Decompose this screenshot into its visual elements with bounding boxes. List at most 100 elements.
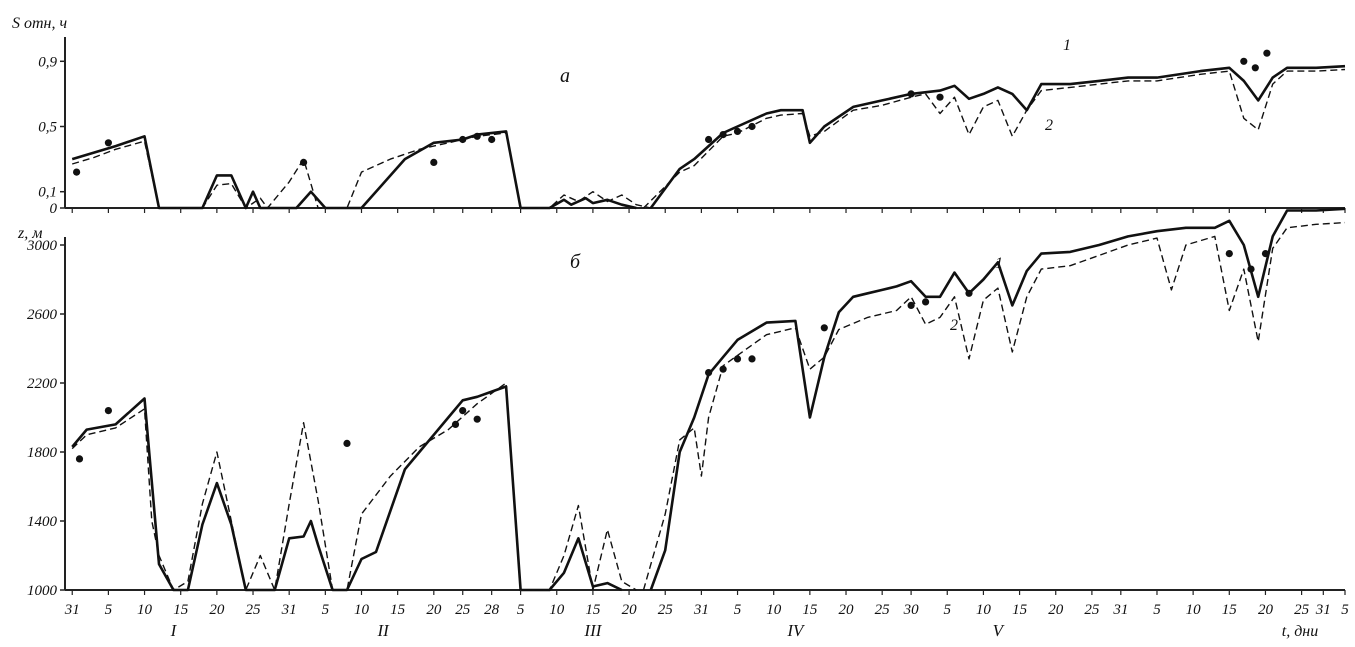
x-tick-label: 31 <box>1315 602 1331 618</box>
y-tick-label: 0 <box>50 201 58 217</box>
observed-point <box>936 93 944 101</box>
x-tick-label: 5 <box>944 602 952 618</box>
observed-point <box>907 90 915 98</box>
observed-point <box>1251 64 1259 72</box>
x-tick-label: 15 <box>173 602 189 618</box>
y-tick-label: 3000 <box>26 238 58 254</box>
month-label: III <box>583 621 602 640</box>
x-tick-label: 25 <box>455 602 471 618</box>
x-tick-label: 15 <box>802 602 818 618</box>
x-tick-label: 15 <box>1222 602 1238 618</box>
observed-point <box>1240 57 1248 65</box>
x-tick-label: 5 <box>1341 602 1349 618</box>
observed-point <box>459 135 467 144</box>
x-tick-label: 10 <box>1186 602 1202 618</box>
x-tick-label: 20 <box>426 602 442 618</box>
x-tick-label: 31 <box>64 602 80 618</box>
x-tick-label: 30 <box>903 602 920 618</box>
observed-point <box>719 131 727 139</box>
observed-point <box>75 455 84 463</box>
observed-point <box>1225 250 1233 258</box>
x-tick-label: 31 <box>281 602 297 618</box>
y-axis-label: z, м <box>17 225 42 242</box>
panel-label: а <box>560 65 570 87</box>
y-tick-label: 1000 <box>27 583 58 599</box>
observed-point <box>459 407 467 415</box>
series-line-2 <box>71 132 651 209</box>
y-tick-label: 0,1 <box>38 185 57 201</box>
y-tick-label: 1400 <box>27 514 58 530</box>
series-line-1 <box>649 64 1346 209</box>
series-line-2 <box>642 221 1346 591</box>
x-tick-label: 25 <box>875 602 891 618</box>
x-tick-label: 5 <box>322 602 330 618</box>
observed-point <box>73 168 81 176</box>
observed-point <box>104 407 112 415</box>
observed-point <box>965 289 973 297</box>
observed-point <box>300 158 308 166</box>
observed-point <box>104 139 112 147</box>
x-tick-label: 20 <box>839 602 855 618</box>
observed-point <box>733 127 742 135</box>
y-tick-label: 2200 <box>27 376 58 392</box>
series-label-2: 2 <box>1045 117 1053 134</box>
y-axis-label: S отн, ч <box>12 15 67 32</box>
series-label-2: 2 <box>950 317 958 334</box>
series-line-2 <box>71 382 637 591</box>
series-line-2 <box>643 68 1346 209</box>
x-tick-label: 10 <box>976 602 992 618</box>
x-tick-label: 10 <box>766 602 782 618</box>
x-tick-label: 5 <box>517 602 525 618</box>
month-label: II <box>377 621 391 640</box>
observed-point <box>1263 49 1271 57</box>
month-label: I <box>170 621 178 640</box>
observed-point <box>719 365 727 373</box>
observed-point <box>451 420 460 428</box>
x-tick-label: 5 <box>734 602 742 618</box>
y-tick-label: 0,9 <box>38 54 57 70</box>
month-label: V <box>993 621 1006 640</box>
observed-point <box>922 298 930 306</box>
x-tick-label: 10 <box>354 602 370 618</box>
observed-point <box>748 122 756 131</box>
observed-point <box>488 135 496 144</box>
observed-point <box>1247 265 1255 273</box>
series-line-1 <box>71 385 623 592</box>
x-tick-label: 15 <box>1012 602 1028 618</box>
x-tick-label: 25 <box>1294 602 1310 618</box>
x-tick-label: 15 <box>585 602 601 618</box>
observed-point <box>473 415 481 423</box>
panel-label: б <box>570 251 581 273</box>
x-tick-label: 20 <box>1048 602 1064 618</box>
x-tick-label: 28 <box>484 602 500 618</box>
observed-point <box>705 369 713 377</box>
x-tick-label: 25 <box>1084 602 1100 618</box>
observed-point <box>343 439 351 447</box>
series-label-1: 1 <box>1063 37 1071 54</box>
series-label-1: 1 <box>995 255 1003 272</box>
x-tick-label: 25 <box>246 602 262 618</box>
x-tick-label: 10 <box>549 602 565 618</box>
x-tick-label: 5 <box>105 602 113 618</box>
month-label: IV <box>786 621 806 640</box>
x-tick-label: 5 <box>1153 602 1161 618</box>
observed-point <box>733 355 742 363</box>
x-tick-label: 31 <box>693 602 709 618</box>
x-tick-label: 25 <box>658 602 674 618</box>
x-axis-label: t, дни <box>1282 623 1318 640</box>
observed-point <box>473 132 481 140</box>
x-tick-label: 10 <box>137 602 153 618</box>
x-tick-label: 15 <box>390 602 406 618</box>
observed-point <box>748 355 756 363</box>
x-tick-label: 20 <box>622 602 638 618</box>
observed-point <box>430 158 438 166</box>
observed-point <box>705 135 713 144</box>
y-tick-label: 2600 <box>27 307 58 323</box>
y-tick-label: 1800 <box>27 445 58 461</box>
y-tick-label: 0,5 <box>38 120 57 136</box>
x-tick-label: 31 <box>1112 602 1128 618</box>
observed-point <box>1261 250 1270 258</box>
series-line-1 <box>649 207 1346 591</box>
